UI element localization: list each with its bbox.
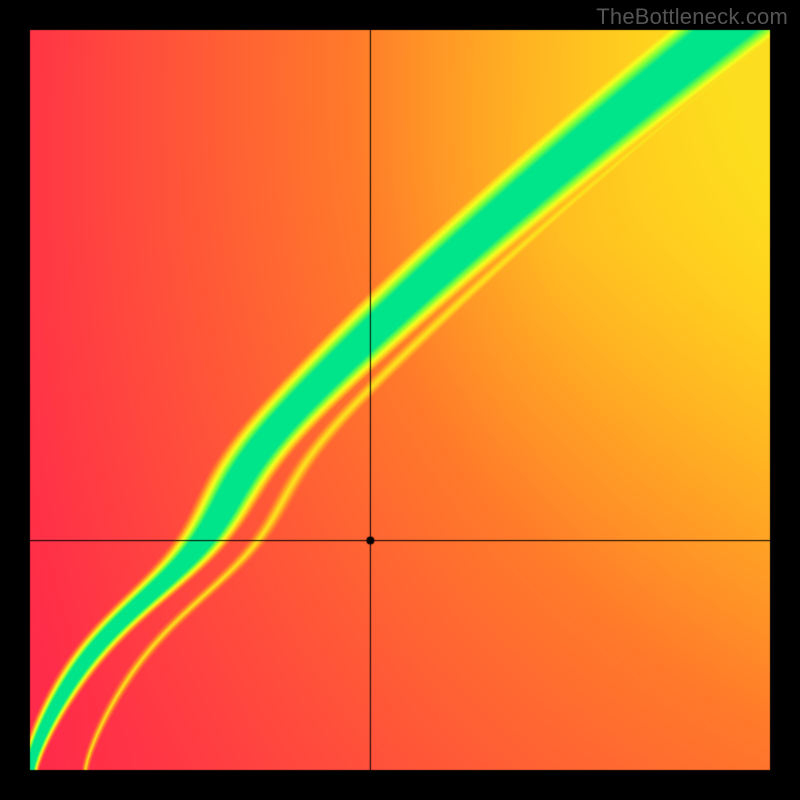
chart-container: TheBottleneck.com (0, 0, 800, 800)
watermark: TheBottleneck.com (596, 4, 788, 30)
heatmap-canvas (0, 0, 800, 800)
